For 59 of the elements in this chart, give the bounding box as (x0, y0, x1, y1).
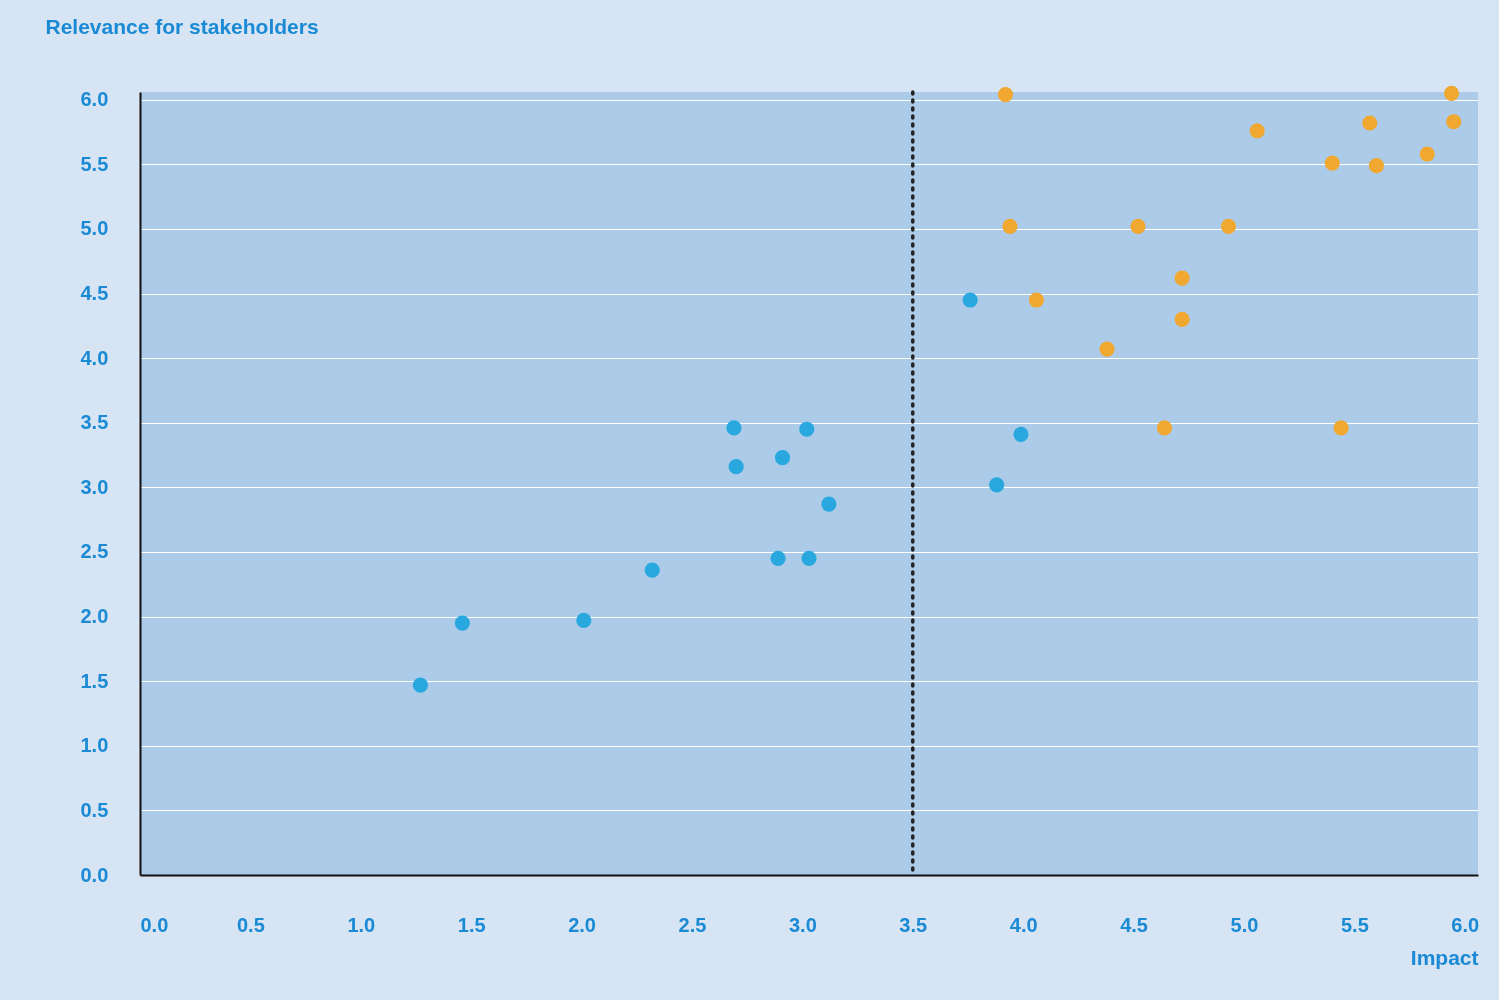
point (412, 677, 428, 693)
y-tick-label: 6.0 (80, 88, 109, 111)
y-tick-label: 2.5 (80, 540, 109, 563)
x-axis-title: Impact (1410, 945, 1479, 969)
point (1362, 115, 1378, 131)
point (801, 550, 817, 567)
point (1443, 85, 1460, 101)
x-tick-label: 3.0 (788, 913, 817, 936)
y-tick-label: 0.0 (80, 863, 109, 886)
point (1324, 155, 1340, 171)
point (1368, 158, 1385, 174)
y-tick-label: 3.5 (80, 411, 109, 434)
y-tick-label: 2.0 (80, 605, 109, 628)
point (454, 615, 470, 631)
x-tick-label: 5.5 (1340, 913, 1369, 936)
point (1446, 114, 1462, 130)
point (1174, 311, 1190, 327)
y-tick-label: 0.5 (80, 798, 109, 821)
point (1174, 270, 1190, 286)
point (728, 459, 744, 475)
point (1333, 420, 1349, 436)
y-tick-label: 1.5 (80, 669, 109, 692)
y-tick-label: 3.0 (80, 475, 109, 498)
y-axis-title: Relevance for stakeholders (45, 14, 319, 38)
y-tick-label: 1.0 (80, 734, 109, 757)
point (774, 450, 791, 466)
x-tick-label: 6.0 (1451, 913, 1480, 936)
y-tick-label: 5.0 (80, 217, 109, 240)
point (1220, 218, 1237, 234)
x-tick-label: 1.0 (347, 913, 376, 936)
x-tick-label: 0.5 (236, 913, 265, 936)
point (962, 292, 978, 308)
point (997, 87, 1014, 103)
point (726, 420, 742, 436)
point (989, 477, 1005, 493)
x-tick-label: 0.0 (140, 913, 169, 936)
x-tick-label: 5.0 (1230, 913, 1259, 936)
x-tick-label: 4.5 (1120, 913, 1148, 936)
x-tick-label: 3.5 (899, 913, 928, 936)
y-tick-label: 4.5 (80, 282, 109, 305)
point (1419, 146, 1435, 162)
point (1099, 341, 1115, 357)
point (644, 562, 660, 578)
y-tick-label: 4.0 (80, 346, 109, 369)
point (1002, 218, 1018, 234)
x-tick-label: 1.5 (457, 913, 486, 936)
point (770, 550, 786, 567)
point (821, 496, 837, 512)
x-tick-label: 2.5 (678, 913, 707, 936)
point (1249, 123, 1265, 139)
point (1013, 426, 1029, 442)
x-tick-label: 4.0 (1009, 913, 1038, 936)
point (1028, 292, 1044, 308)
point (1156, 420, 1173, 436)
point (576, 612, 592, 629)
x-tick-label: 2.0 (568, 913, 596, 936)
y-tick-label: 5.5 (80, 152, 109, 175)
point (1130, 218, 1146, 234)
point (799, 421, 815, 437)
